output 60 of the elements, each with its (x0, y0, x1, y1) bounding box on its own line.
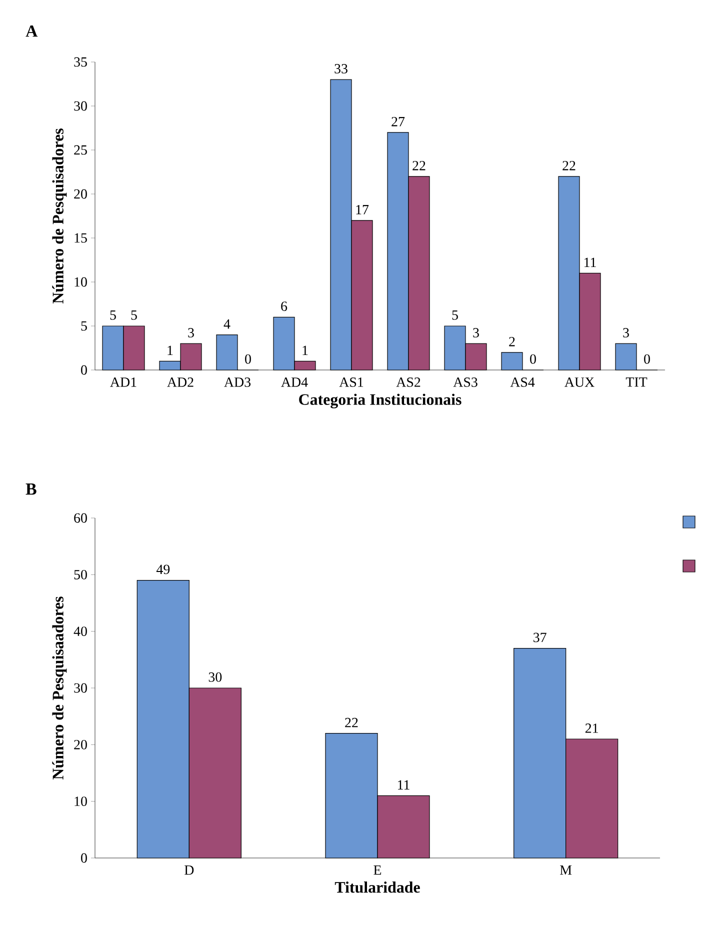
y-tick-label: 5 (81, 321, 87, 331)
y-tick-label: 15 (74, 233, 87, 243)
data-label: 3 (473, 328, 479, 338)
data-label: 1 (168, 346, 173, 355)
x-tick-label: AD2 (167, 378, 194, 387)
y-tick-label: 30 (74, 683, 87, 693)
data-label: 22 (412, 160, 426, 170)
data-label: 22 (562, 160, 576, 170)
data-label: 3 (623, 328, 629, 338)
data-label: 49 (156, 564, 170, 574)
data-label: 3 (188, 328, 194, 338)
x-axis-title: Titularidade (334, 882, 420, 893)
x-tick-label: TIT (626, 378, 648, 387)
y-tick-label: 25 (74, 145, 87, 155)
data-label: 11 (584, 258, 596, 267)
data-label: 37 (534, 632, 546, 642)
x-tick-label: E (374, 866, 382, 875)
y-tick-label: 20 (74, 189, 87, 199)
data-label: 4 (224, 319, 230, 329)
chart-title: A (26, 26, 38, 37)
data-label: 17 (356, 204, 369, 214)
y-tick-label: 30 (74, 101, 87, 111)
data-label: 6 (281, 302, 288, 311)
x-tick-label: D (184, 866, 194, 875)
data-label: 22 (345, 718, 358, 728)
y-tick-label: 0 (81, 365, 87, 375)
x-tick-label: AS4 (510, 378, 535, 387)
y-tick-label: 10 (74, 277, 87, 287)
data-label: 0 (644, 354, 650, 364)
y-tick-label: 0 (81, 853, 87, 863)
data-label: 0 (530, 354, 536, 364)
y-axis-title: Número de Pesquisaadores (52, 596, 67, 780)
chart-title: B (26, 484, 36, 495)
data-label: 0 (245, 354, 251, 364)
data-label: 33 (334, 64, 348, 74)
y-tick-label: 40 (74, 626, 87, 636)
x-tick-label: AUX (564, 378, 594, 387)
y-tick-label: 20 (74, 740, 87, 750)
x-tick-label: AD1 (110, 378, 136, 387)
y-tick-label: 60 (74, 513, 87, 523)
data-label: 1 (302, 346, 308, 355)
data-label: 5 (110, 310, 116, 320)
data-label: 5 (131, 310, 137, 320)
x-axis-title: Categoria Institucionais (299, 394, 462, 408)
y-axis-title: Número de Pesquisadores (52, 128, 67, 304)
data-label: 2 (509, 336, 515, 346)
y-tick-label: 50 (74, 570, 87, 580)
x-tick-label: AD4 (281, 378, 308, 387)
x-tick-label: AD3 (224, 378, 251, 387)
x-tick-label: AS2 (396, 378, 420, 387)
x-tick-label: AS3 (453, 378, 478, 387)
y-tick-label: 10 (74, 796, 87, 806)
x-tick-label: AS1 (339, 378, 364, 387)
data-label: 21 (585, 724, 598, 733)
x-tick-label: M (560, 866, 572, 875)
y-tick-label: 35 (74, 57, 87, 67)
data-label: 11 (398, 780, 410, 790)
data-label: 30 (208, 672, 222, 682)
data-label: 27 (392, 116, 405, 126)
data-label: 5 (452, 310, 458, 320)
